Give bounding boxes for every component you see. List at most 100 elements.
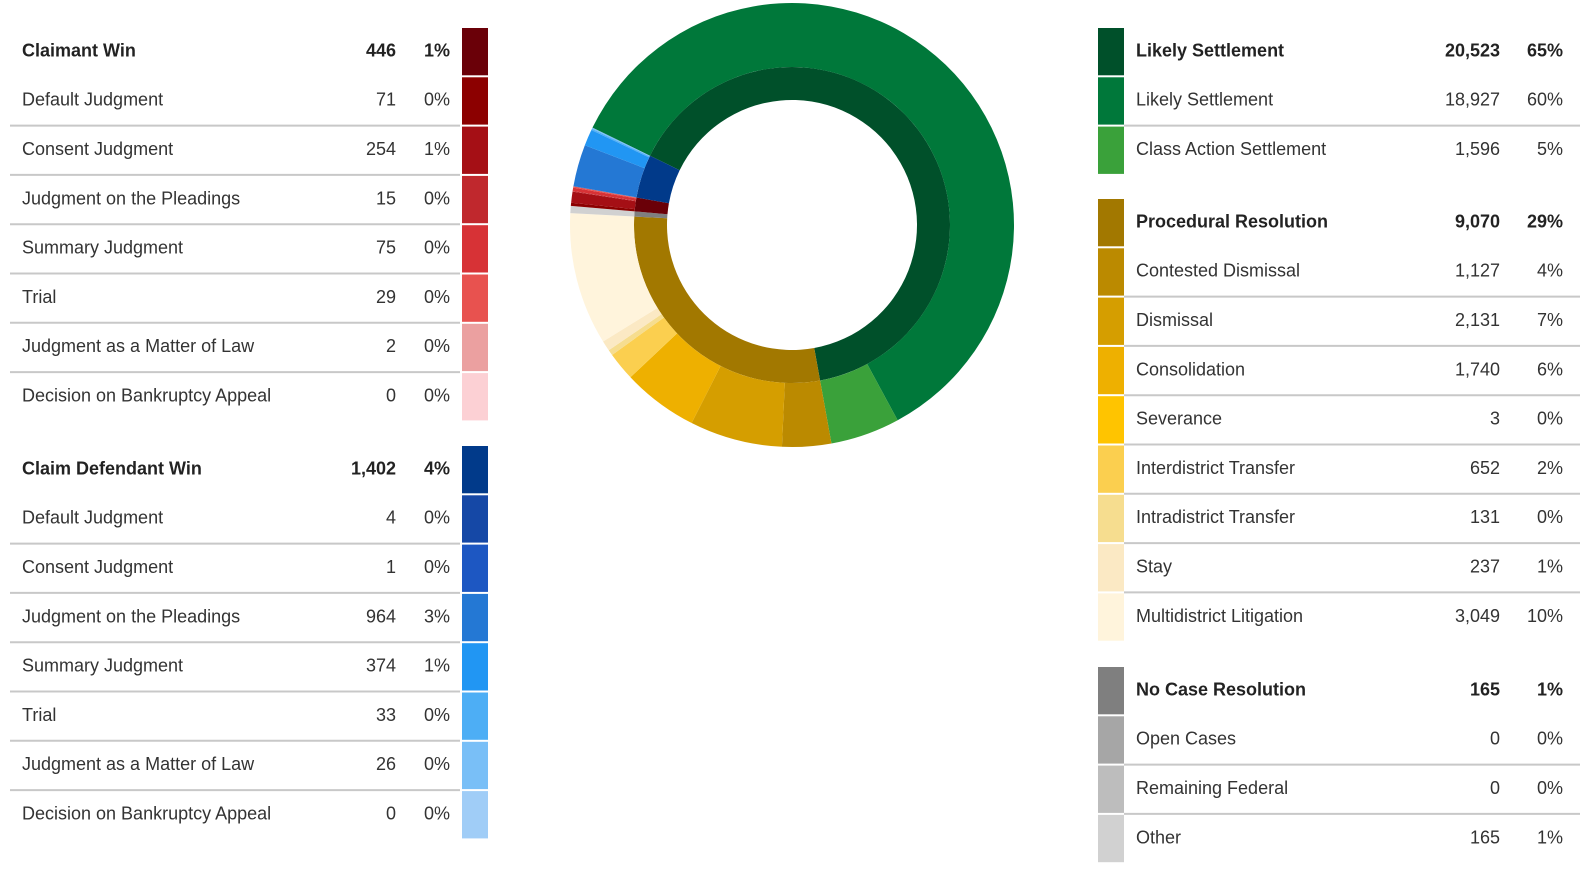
outer-arc — [603, 307, 662, 351]
outer-arc — [630, 333, 721, 424]
swatch — [1098, 77, 1124, 125]
row-name: Summary Judgment — [22, 238, 183, 258]
row-percent: 0% — [424, 557, 450, 577]
row-name: Judgment on the Pleadings — [22, 188, 240, 208]
swatch — [462, 225, 488, 273]
row-count: 165 — [1470, 827, 1500, 847]
row-count: 2 — [386, 336, 396, 356]
row-count: 964 — [366, 606, 396, 626]
row-percent: 0% — [1537, 778, 1563, 798]
row-count: 237 — [1470, 557, 1500, 577]
row-percent: 4% — [1537, 261, 1563, 281]
swatch — [1098, 716, 1124, 764]
swatch — [462, 791, 488, 839]
swatch — [462, 593, 488, 642]
inner-arc — [634, 197, 669, 215]
row-percent: 0% — [424, 754, 450, 774]
row-percent: 0% — [424, 705, 450, 725]
row-count: 71 — [376, 90, 396, 110]
row-percent: 1% — [424, 139, 450, 159]
swatch — [462, 77, 488, 125]
row-count: 0 — [1490, 778, 1500, 798]
swatch — [462, 126, 488, 174]
row-name: Consent Judgment — [22, 139, 173, 159]
swatch — [1098, 396, 1124, 444]
row-count: 165 — [1470, 679, 1500, 699]
swatch — [1098, 297, 1124, 345]
row-percent: 0% — [424, 508, 450, 528]
row-name: Default Judgment — [22, 508, 163, 528]
inner-arc — [636, 155, 680, 204]
row-name: Consolidation — [1136, 359, 1245, 379]
swatch — [462, 274, 488, 322]
outer-arc — [781, 380, 832, 448]
row-count: 1,596 — [1455, 139, 1500, 159]
swatch — [1098, 494, 1124, 543]
row-count: 3 — [1490, 409, 1500, 429]
swatch — [1098, 346, 1124, 395]
row-percent: 10% — [1527, 606, 1563, 626]
row-name: Severance — [1136, 409, 1222, 429]
row-count: 0 — [1490, 729, 1500, 749]
row-percent: 0% — [1537, 729, 1563, 749]
outer-arc — [820, 363, 898, 444]
row-percent: 7% — [1537, 310, 1563, 330]
row-percent: 1% — [1537, 827, 1563, 847]
outer-arc — [592, 3, 1015, 421]
outer-arc — [570, 205, 635, 217]
row-name: Consent Judgment — [22, 557, 173, 577]
row-percent: 0% — [424, 188, 450, 208]
row-percent: 2% — [1537, 458, 1563, 478]
outer-arc — [570, 202, 635, 212]
swatch — [1098, 814, 1124, 863]
outer-arc — [573, 186, 637, 198]
swatch — [462, 495, 488, 543]
row-percent: 0% — [424, 386, 450, 406]
swatch — [462, 323, 488, 372]
row-name: Procedural Resolution — [1136, 211, 1328, 231]
row-count: 33 — [376, 705, 396, 725]
row-name: Decision on Bankruptcy Appeal — [22, 804, 271, 824]
outer-arc — [691, 365, 785, 447]
swatch — [1098, 126, 1124, 174]
swatch — [1098, 248, 1124, 296]
swatch — [1098, 765, 1124, 813]
row-name: Interdistrict Transfer — [1136, 458, 1295, 478]
row-percent: 0% — [424, 336, 450, 356]
row-count: 3,049 — [1455, 606, 1500, 626]
row-percent: 0% — [424, 287, 450, 307]
swatch — [462, 446, 488, 494]
row-percent: 0% — [424, 238, 450, 258]
swatch — [462, 544, 488, 592]
row-name: Judgment on the Pleadings — [22, 606, 240, 626]
row-name: Default Judgment — [22, 90, 163, 110]
row-name: Claim Defendant Win — [22, 458, 202, 478]
row-name: Stay — [1136, 557, 1172, 577]
swatch — [1098, 593, 1124, 641]
row-count: 254 — [366, 139, 396, 159]
row-count: 9,070 — [1455, 211, 1500, 231]
row-percent: 0% — [1537, 409, 1563, 429]
swatch — [462, 28, 488, 76]
row-name: Likely Settlement — [1136, 90, 1273, 110]
inner-arc — [634, 216, 821, 383]
row-name: Summary Judgment — [22, 656, 183, 676]
row-count: 2,131 — [1455, 310, 1500, 330]
row-percent: 1% — [424, 40, 450, 60]
outer-arc — [584, 130, 650, 169]
outer-arc — [569, 213, 658, 342]
row-percent: 4% — [424, 458, 450, 478]
swatch — [1098, 445, 1124, 493]
outer-arc — [573, 145, 645, 198]
row-count: 20,523 — [1445, 40, 1500, 60]
row-count: 26 — [376, 754, 396, 774]
inner-arc — [634, 211, 668, 219]
row-name: Trial — [22, 287, 56, 307]
row-count: 1,127 — [1455, 261, 1500, 281]
row-count: 446 — [366, 40, 396, 60]
row-percent: 0% — [424, 90, 450, 110]
swatch — [462, 692, 488, 740]
swatch — [1098, 28, 1124, 76]
row-name: Dismissal — [1136, 310, 1213, 330]
